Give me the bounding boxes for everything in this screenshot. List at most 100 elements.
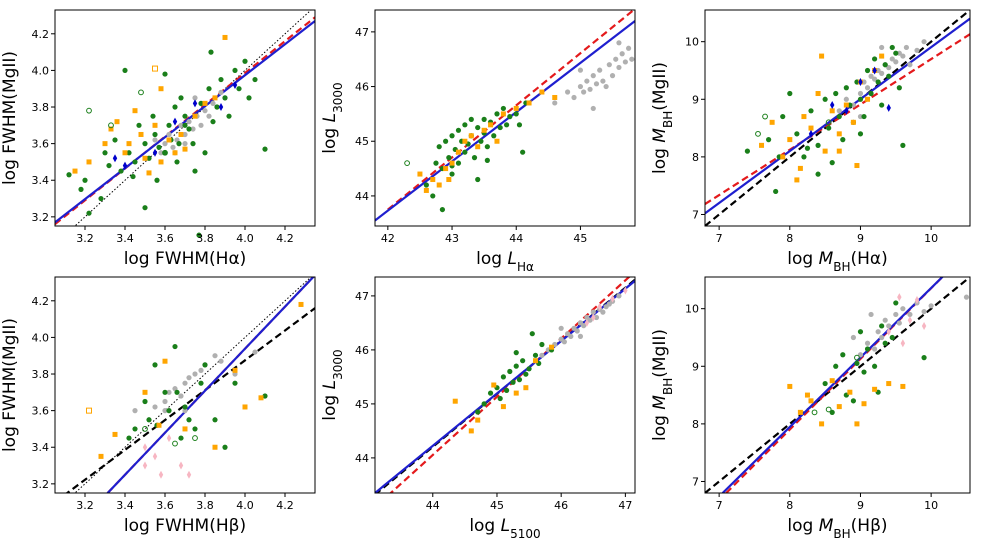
y-tick-label: 7 [692, 475, 699, 488]
y-tick-label: 45 [355, 398, 369, 411]
data-point [122, 67, 128, 74]
data-point [755, 130, 761, 137]
data-point [500, 404, 506, 410]
data-point [836, 131, 842, 137]
data-point [423, 182, 429, 188]
data-point [584, 78, 590, 84]
data-point [893, 50, 899, 56]
data-point [198, 100, 204, 106]
data-point [66, 172, 72, 178]
data-point [907, 311, 913, 318]
data-point [815, 91, 821, 97]
data-point [108, 122, 114, 129]
data-point [780, 113, 786, 120]
y-tick-label: 4.2 [32, 295, 50, 308]
data-point [854, 354, 860, 361]
data-point [192, 168, 198, 174]
data-point [462, 122, 468, 128]
data-point [130, 173, 136, 180]
y-tick-label: 3.6 [32, 138, 50, 151]
data-point [864, 340, 871, 346]
data-point [804, 392, 810, 398]
data-point [864, 346, 871, 352]
data-point [494, 138, 500, 144]
data-point [142, 155, 148, 161]
data-point [886, 381, 892, 387]
y-tick-label: 4.2 [32, 28, 50, 41]
x-tick-label: 4.0 [236, 232, 254, 245]
y-tick-label: 10 [685, 36, 699, 49]
y-tick-label: 46 [355, 344, 369, 357]
y-tick-label: 46 [355, 81, 369, 94]
data-point [118, 168, 124, 174]
data-point [787, 137, 793, 143]
data-point [623, 286, 628, 295]
data-point [808, 398, 814, 404]
data-point [162, 141, 168, 147]
data-point [801, 114, 807, 120]
data-point [882, 62, 888, 68]
data-point [86, 210, 92, 216]
data-point [564, 89, 571, 95]
plot-frame [54, 9, 316, 227]
data-point [513, 390, 519, 396]
data-point [872, 76, 878, 82]
data-point [232, 81, 238, 90]
data-point [568, 333, 574, 339]
data-point [507, 114, 513, 120]
data-point [206, 113, 212, 119]
data-point [436, 182, 442, 188]
data-point [844, 106, 849, 115]
data-point [449, 133, 455, 139]
x-tick-label: 8 [786, 232, 793, 245]
data-point [132, 159, 138, 165]
y-tick-label: 47 [355, 26, 369, 39]
fit-line-2 [375, 20, 635, 222]
data-point [198, 367, 204, 373]
data-point [532, 352, 539, 358]
data-point [886, 327, 891, 336]
data-point [872, 363, 878, 369]
data-point [808, 108, 814, 114]
data-point [587, 86, 593, 92]
data-point [174, 159, 180, 165]
data-point [222, 95, 228, 101]
data-point [462, 149, 468, 155]
fit-line-1 [705, 277, 970, 493]
data-point [152, 148, 158, 157]
x-tick-label: 45 [573, 232, 587, 245]
data-point [484, 157, 490, 163]
data-point [142, 398, 148, 405]
fit-line-3 [375, 279, 635, 493]
data-point [507, 368, 513, 375]
data-point [436, 144, 442, 150]
data-point [455, 160, 462, 166]
data-point [190, 141, 196, 147]
data-point [857, 329, 864, 335]
y-tick-label: 8 [692, 418, 699, 431]
data-point [513, 363, 519, 369]
data-point [833, 363, 839, 369]
data-point [836, 113, 842, 120]
data-point [539, 89, 545, 95]
data-point [236, 86, 242, 92]
data-point [232, 67, 238, 74]
data-point [886, 103, 891, 112]
data-point [132, 108, 138, 114]
data-point [825, 119, 832, 126]
data-point [112, 154, 118, 163]
data-point [879, 102, 885, 108]
data-point [875, 329, 881, 335]
y-tick-label: 3.2 [32, 211, 50, 224]
data-point [847, 389, 853, 395]
data-point [861, 401, 867, 407]
data-point [629, 56, 635, 62]
data-point [593, 81, 600, 87]
data-point [836, 404, 842, 410]
data-point [868, 311, 874, 318]
y-tick-label: 4.0 [32, 331, 50, 344]
data-point [616, 293, 622, 299]
data-point [861, 113, 867, 120]
data-point [178, 122, 184, 128]
data-point [886, 65, 892, 71]
